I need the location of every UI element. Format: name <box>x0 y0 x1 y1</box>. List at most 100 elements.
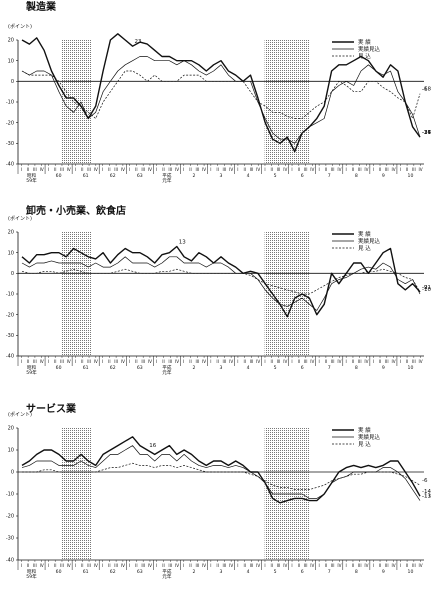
x-quarter-label: III <box>223 167 227 172</box>
x-quarter-label: I <box>21 167 22 172</box>
x-quarter-label: III <box>114 359 118 364</box>
x-quarter-label: III <box>385 563 389 568</box>
x-quarter-label: I <box>318 563 319 568</box>
x-quarter-label: III <box>304 167 308 172</box>
x-quarter-label: IV <box>148 359 152 364</box>
x-quarter-label: II <box>108 359 110 364</box>
x-quarter-label: I <box>21 359 22 364</box>
x-quarter-label: IV <box>94 359 98 364</box>
series-line-2 <box>21 445 421 501</box>
x-quarter-label: IV <box>364 167 368 172</box>
x-year-label: 8 <box>355 365 358 371</box>
x-quarter-label: III <box>60 563 64 568</box>
x-quarter-label: II <box>189 167 191 172</box>
x-quarter-label: IV <box>40 167 44 172</box>
x-quarter-label: III <box>412 359 416 364</box>
x-quarter-label: IV <box>121 167 125 172</box>
x-quarter-label: IV <box>256 359 260 364</box>
x-quarter-label: IV <box>40 359 44 364</box>
x-quarter-label: I <box>346 563 347 568</box>
x-quarter-label: IV <box>175 359 179 364</box>
data-annotation: -6 <box>422 87 428 93</box>
x-year-label: 4 <box>247 365 250 371</box>
x-quarter-label: II <box>135 563 137 568</box>
y-tick-label: -30 <box>6 141 14 147</box>
x-quarter-label: III <box>168 167 172 172</box>
x-quarter-label: III <box>195 563 199 568</box>
x-quarter-label: III <box>304 563 308 568</box>
x-quarter-label: IV <box>202 359 206 364</box>
data-annotation: -27 <box>422 130 431 136</box>
x-quarter-label: IV <box>283 359 287 364</box>
x-year-label: 6 <box>301 569 304 575</box>
x-quarter-label: III <box>277 167 281 172</box>
y-tick-label: -10 <box>6 100 14 106</box>
x-quarter-label: I <box>346 359 347 364</box>
y-unit-label: (ポイント) <box>8 23 32 30</box>
x-year-label: 61 <box>83 365 89 371</box>
x-year-label: 5 <box>274 365 277 371</box>
x-quarter-label: IV <box>283 167 287 172</box>
x-year-label: 59年 <box>26 369 37 376</box>
y-tick-label: 10 <box>8 448 14 454</box>
x-quarter-label: II <box>81 563 83 568</box>
x-year-label: 10 <box>408 365 414 371</box>
x-quarter-label: IV <box>337 563 341 568</box>
x-quarter-label: III <box>385 167 389 172</box>
x-quarter-label: IV <box>40 563 44 568</box>
x-quarter-label: I <box>237 563 238 568</box>
x-quarter-label: III <box>141 167 145 172</box>
x-quarter-label: II <box>271 563 273 568</box>
x-year-label: 平成 <box>162 364 172 371</box>
y-tick-label: -10 <box>6 292 14 298</box>
y-unit-label: (ポイント) <box>8 215 32 222</box>
x-quarter-label: I <box>129 167 130 172</box>
y-tick-label: -40 <box>6 162 14 168</box>
x-year-label: 3 <box>220 569 223 575</box>
x-year-label: 7 <box>328 365 331 371</box>
x-year-label: 5 <box>274 173 277 179</box>
x-quarter-label: I <box>183 167 184 172</box>
data-annotation: 16 <box>149 443 156 449</box>
data-annotation: -6 <box>422 478 428 484</box>
x-year-label: 61 <box>83 173 89 179</box>
series-line-1 <box>21 436 421 504</box>
x-quarter-label: I <box>373 359 374 364</box>
x-quarter-label: III <box>33 167 37 172</box>
x-quarter-label: I <box>318 359 319 364</box>
y-tick-label: 20 <box>8 230 14 236</box>
legend-label: 実績見込 <box>358 237 381 245</box>
x-quarter-label: IV <box>67 359 71 364</box>
x-quarter-label: III <box>87 359 91 364</box>
x-quarter-label: III <box>358 359 362 364</box>
x-quarter-label: II <box>108 563 110 568</box>
y-tick-label: 0 <box>11 79 14 85</box>
x-year-label: 5 <box>274 569 277 575</box>
x-year-label: 6 <box>301 173 304 179</box>
x-quarter-label: II <box>54 563 56 568</box>
x-quarter-label: III <box>277 563 281 568</box>
x-quarter-label: IV <box>256 563 260 568</box>
x-quarter-label: I <box>291 563 292 568</box>
x-quarter-label: I <box>400 167 401 172</box>
x-quarter-label: I <box>318 167 319 172</box>
x-year-label: 10 <box>408 569 414 575</box>
x-quarter-label: II <box>81 359 83 364</box>
x-quarter-label: II <box>325 563 327 568</box>
x-year-label: 8 <box>355 173 358 179</box>
x-quarter-label: I <box>75 359 76 364</box>
y-tick-label: 0 <box>11 470 14 476</box>
data-annotation: 13 <box>179 239 186 245</box>
y-tick-label: 20 <box>8 426 14 432</box>
x-quarter-label: I <box>129 359 130 364</box>
x-quarter-label: II <box>162 359 164 364</box>
series-line-3 <box>22 462 421 490</box>
x-quarter-label: I <box>129 563 130 568</box>
x-quarter-label: III <box>358 563 362 568</box>
x-year-label: 昭和 <box>27 364 37 371</box>
y-tick-label: -30 <box>6 536 14 542</box>
y-tick-label: -20 <box>6 514 14 520</box>
x-quarter-label: III <box>250 563 254 568</box>
x-year-label: 昭和 <box>27 568 37 575</box>
x-quarter-label: II <box>406 563 408 568</box>
